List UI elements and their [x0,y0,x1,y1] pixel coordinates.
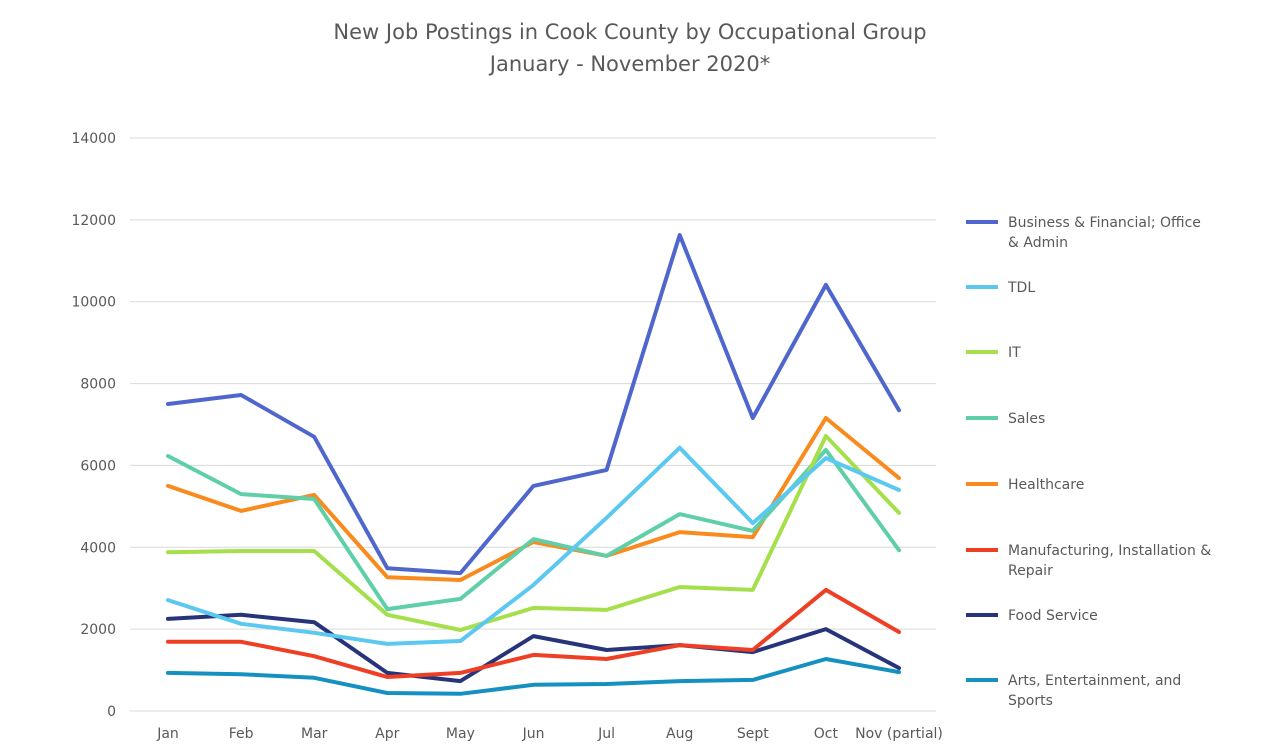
legend-label: Manufacturing, Installation & [1008,543,1211,559]
x-tick-label: Mar [301,726,328,742]
legend-label: Healthcare [1008,477,1084,493]
chart-title: New Job Postings in Cook County by Occup… [333,20,926,44]
y-tick-label: 2000 [80,622,116,638]
legend-label: Food Service [1008,608,1098,624]
series-line [166,416,901,582]
y-tick-label: 8000 [80,377,116,393]
x-tick-label: Oct [814,726,839,742]
legend: Business & Financial; Office & Admin TDL IT… [966,215,1211,709]
series-line [166,612,901,684]
legend-label: TDL [1007,280,1035,296]
legend-label: Repair [1008,563,1053,579]
x-tick-label: Jan [156,726,179,742]
legend-label: & Admin [1008,235,1068,251]
x-tick-label: Apr [375,726,399,742]
series-line [166,587,901,679]
legend-label: Business & Financial; Office [1008,215,1201,231]
legend-label: Sales [1008,411,1045,427]
x-tick-label: Sept [737,726,769,742]
y-axis: 0 2000 4000 6000 8000 10000 12000 14000 [71,131,116,720]
chart-subtitle: January - November 2020* [488,52,770,76]
gridlines [130,137,936,712]
x-tick-label: Jun [522,726,545,742]
series-line [166,233,901,576]
series-line [166,445,901,646]
x-tick-label: May [446,726,475,742]
legend-label: Sports [1008,693,1053,709]
series-line [166,657,901,696]
x-tick-label: Nov (partial) [855,726,943,742]
y-tick-label: 10000 [71,295,116,311]
legend-label: IT [1008,345,1021,361]
x-tick-label: Jul [597,726,615,742]
y-tick-label: 0 [107,704,116,720]
y-tick-label: 6000 [80,458,116,474]
x-tick-label: Feb [229,726,254,742]
x-tick-label: Aug [666,726,693,742]
y-tick-label: 14000 [71,131,116,147]
y-tick-label: 12000 [71,213,116,229]
x-axis: Jan Feb Mar Apr May Jun Jul Aug Sept Oct Nov (part… [156,726,943,742]
series-lines [166,233,901,696]
y-tick-label: 4000 [80,540,116,556]
series-line [166,434,901,632]
legend-label: Arts, Entertainment, and [1008,673,1181,689]
